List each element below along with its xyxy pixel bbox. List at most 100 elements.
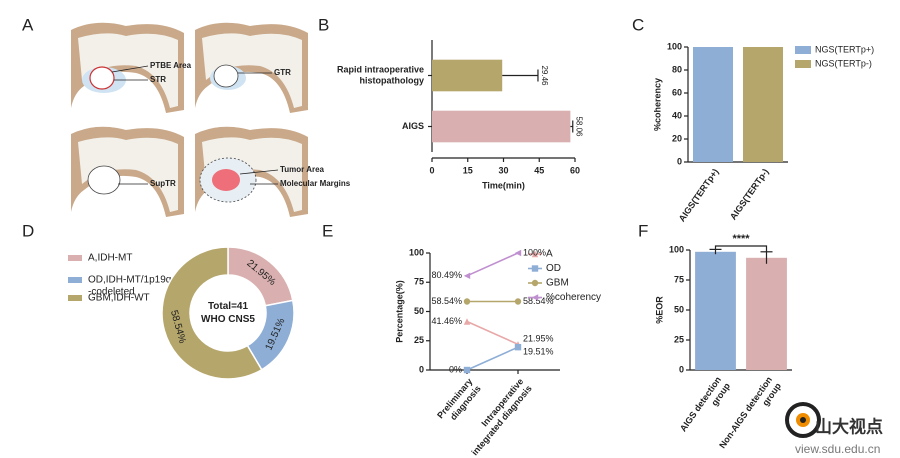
y-tick-label: 20 bbox=[672, 133, 682, 143]
bar bbox=[693, 47, 733, 162]
annotation: STR bbox=[150, 75, 166, 84]
center-label: Total=41 bbox=[208, 301, 249, 312]
category-label: Rapid intraoperative bbox=[337, 64, 424, 74]
point bbox=[463, 366, 471, 374]
point bbox=[514, 249, 522, 257]
series-line bbox=[466, 346, 519, 371]
value-label: 41.46% bbox=[431, 316, 462, 326]
y-axis-label: %EOR bbox=[654, 296, 664, 324]
donut-slice bbox=[161, 246, 263, 380]
x-tick-label: 45 bbox=[534, 165, 544, 175]
panel-label: B bbox=[318, 15, 329, 34]
x-tick-label-group: AIGS(TERTp+) bbox=[677, 167, 721, 224]
legend-label: NGS(TERTp+) bbox=[815, 44, 874, 54]
panel-label: C bbox=[632, 15, 644, 34]
legend-label: -codeleted bbox=[88, 287, 135, 298]
bar bbox=[695, 251, 736, 370]
annotation: PTBE Area bbox=[150, 61, 192, 70]
y-tick-label: 80 bbox=[672, 64, 682, 74]
panel-label: D bbox=[22, 221, 34, 240]
bar bbox=[746, 257, 787, 370]
legend-label: A,IDH-MT bbox=[88, 253, 132, 264]
value-label: 29.46 bbox=[540, 65, 549, 86]
panel-a-diagram bbox=[71, 22, 308, 217]
legend-label: A bbox=[546, 249, 553, 260]
y-tick-label: 60 bbox=[672, 87, 682, 97]
y-tick-label: 0 bbox=[679, 364, 684, 374]
value-label: 58.54% bbox=[431, 296, 462, 306]
y-tick-label: 100 bbox=[669, 244, 684, 254]
y-tick-label: 25 bbox=[414, 335, 424, 345]
value-label: 21.95% bbox=[523, 334, 554, 344]
y-tick-label: 50 bbox=[414, 306, 424, 316]
point bbox=[514, 298, 522, 305]
y-tick-label: 75 bbox=[674, 274, 684, 284]
legend-swatch bbox=[68, 255, 82, 261]
legend-swatch bbox=[68, 277, 82, 283]
annotation: GTR bbox=[274, 68, 291, 77]
y-tick-label: 75 bbox=[414, 277, 424, 287]
legend-label: OD bbox=[546, 263, 561, 274]
y-tick-label: 100 bbox=[667, 41, 682, 51]
x-tick-label: 60 bbox=[570, 165, 580, 175]
x-tick-label: 30 bbox=[498, 165, 508, 175]
legend-label: OD,IDH-MT/1p19q bbox=[88, 275, 171, 286]
legend-swatch bbox=[795, 60, 811, 68]
series-line bbox=[466, 252, 519, 277]
point bbox=[463, 272, 471, 280]
point bbox=[514, 343, 522, 351]
bar bbox=[432, 110, 571, 143]
significance-bracket bbox=[714, 245, 768, 252]
value-label: 58.06 bbox=[575, 116, 584, 137]
panel-label: E bbox=[322, 221, 333, 240]
value-label: 80.49% bbox=[431, 270, 462, 280]
legend-marker bbox=[531, 294, 539, 301]
legend-label: NGS(TERTp-) bbox=[815, 58, 872, 68]
watermark-logo bbox=[785, 402, 821, 438]
y-axis-label: Percentage(%) bbox=[394, 280, 404, 343]
legend-swatch bbox=[68, 295, 82, 301]
legend-label: GBM bbox=[546, 278, 569, 289]
annotation: Molecular Margins bbox=[280, 179, 351, 188]
significance-label: **** bbox=[732, 233, 750, 245]
legend-marker bbox=[531, 265, 539, 272]
legend-label: GBM,IDH-WT bbox=[88, 293, 150, 304]
legend-marker bbox=[531, 250, 539, 258]
y-tick-label: 0 bbox=[677, 156, 682, 166]
bar bbox=[743, 47, 783, 162]
y-tick-label: 50 bbox=[674, 304, 684, 314]
x-tick-label: AIGS(TERTp+) bbox=[677, 167, 721, 224]
value-label: 0% bbox=[449, 364, 462, 374]
x-tick-label: AIGS(TERTp-) bbox=[728, 167, 771, 222]
value-label: 19.51% bbox=[523, 347, 554, 357]
category-label: histopathology bbox=[360, 75, 425, 85]
x-tick-label-group: AIGS(TERTp-) bbox=[728, 167, 771, 222]
legend-marker bbox=[531, 279, 539, 287]
y-tick-label: 0 bbox=[419, 364, 424, 374]
panel-label: F bbox=[638, 221, 648, 240]
x-tick-label: 0 bbox=[429, 165, 434, 175]
watermark-url: view.sdu.edu.cn bbox=[795, 442, 880, 456]
annotation: SupTR bbox=[150, 179, 176, 188]
legend-label: %coherency bbox=[546, 292, 601, 303]
value-label: 58.54% bbox=[523, 296, 554, 306]
x-axis-label: Time(min) bbox=[482, 180, 525, 190]
point bbox=[463, 318, 471, 325]
point bbox=[463, 298, 471, 305]
y-tick-label: 40 bbox=[672, 110, 682, 120]
series-line bbox=[466, 320, 519, 346]
legend-swatch bbox=[795, 46, 811, 54]
annotation: Tumor Area bbox=[280, 165, 325, 174]
x-tick-label: 15 bbox=[463, 165, 473, 175]
category-label: AIGS bbox=[402, 121, 424, 131]
y-tick-label: 100 bbox=[409, 247, 424, 257]
value-label: 100% bbox=[523, 247, 546, 257]
center-label: WHO CNS5 bbox=[201, 314, 255, 325]
panel-label: A bbox=[22, 15, 34, 34]
watermark-name: 山大视点 bbox=[815, 416, 883, 436]
y-axis-label: %coherency bbox=[652, 78, 662, 131]
bar bbox=[432, 59, 503, 92]
